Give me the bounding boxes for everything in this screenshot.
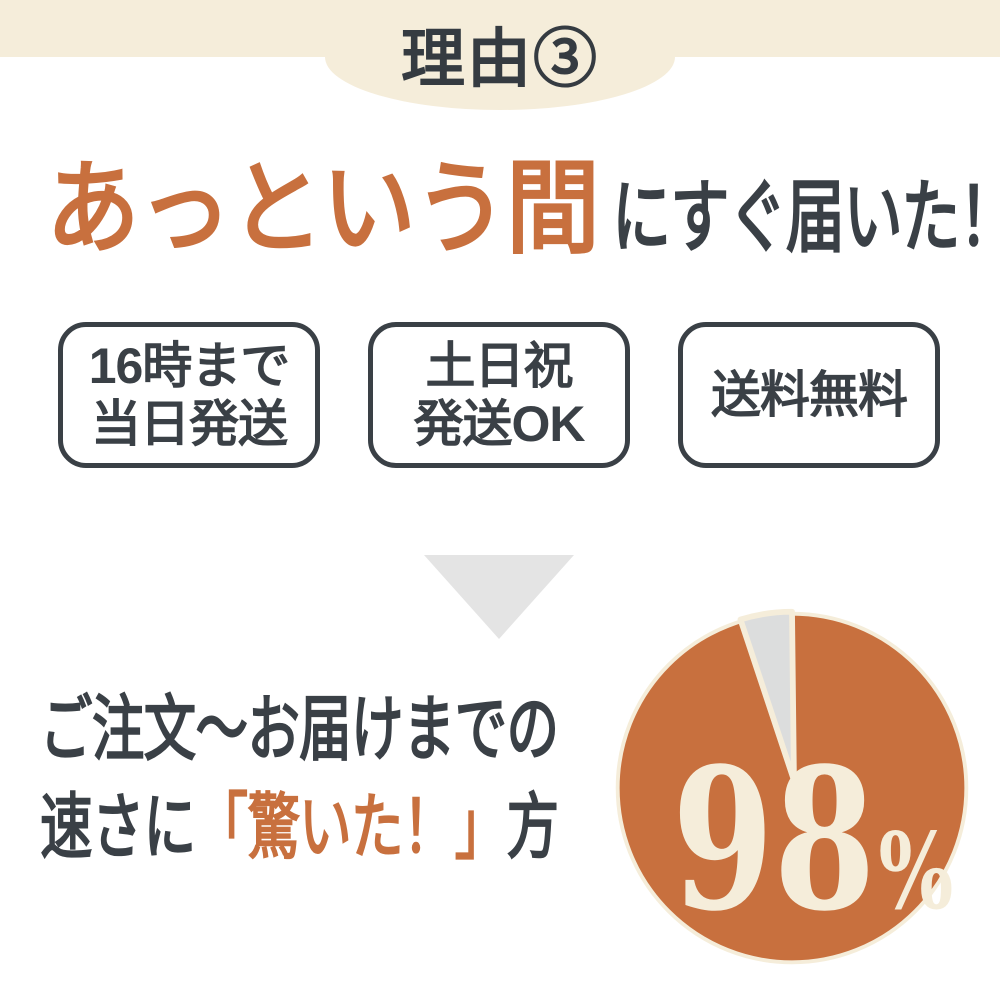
pie-slice-gap [737, 608, 797, 784]
stat-unit: % [878, 809, 954, 933]
badge-weekend-holiday-shipping: 土日祝 発送OK [368, 322, 630, 468]
badge-free-shipping: 送料無料 [678, 322, 940, 468]
caption-highlight: 「驚いた！」 [195, 788, 508, 868]
caption-prefix: 速さに [40, 788, 196, 868]
badge-row: 16時まで 当日発送 土日祝 発送OK 送料無料 [58, 322, 940, 468]
badge-line: 送料無料 [711, 367, 908, 423]
caption-suffix: 方 [506, 788, 559, 868]
caption-line-1: ご注文〜お届けまでの [40, 690, 559, 770]
down-triangle-icon [424, 555, 574, 639]
pie-chart: 98 % [608, 604, 976, 972]
caption-line-2: 速さに「驚いた！」方 [40, 792, 559, 864]
stat-caption: ご注文〜お届けまでの 速さに「驚いた！」方 [40, 694, 750, 864]
header-bulge [325, 4, 675, 110]
pie-chart-svg [615, 608, 969, 965]
badge-line: 発送OK [413, 396, 586, 452]
stat-value: 98 [672, 725, 876, 954]
stat-value-group: 98 % [672, 742, 953, 937]
badge-line: 土日祝 [425, 338, 574, 394]
badge-line: 当日発送 [91, 396, 288, 452]
badge-line: 16時まで [88, 338, 291, 394]
headline-highlight: あっという間 [46, 152, 600, 266]
badge-cutoff-same-day-shipping: 16時まで 当日発送 [58, 322, 320, 468]
page-title: 理由③ [401, 23, 599, 95]
headline-rest: にすぐ届いた！ [612, 173, 1000, 262]
